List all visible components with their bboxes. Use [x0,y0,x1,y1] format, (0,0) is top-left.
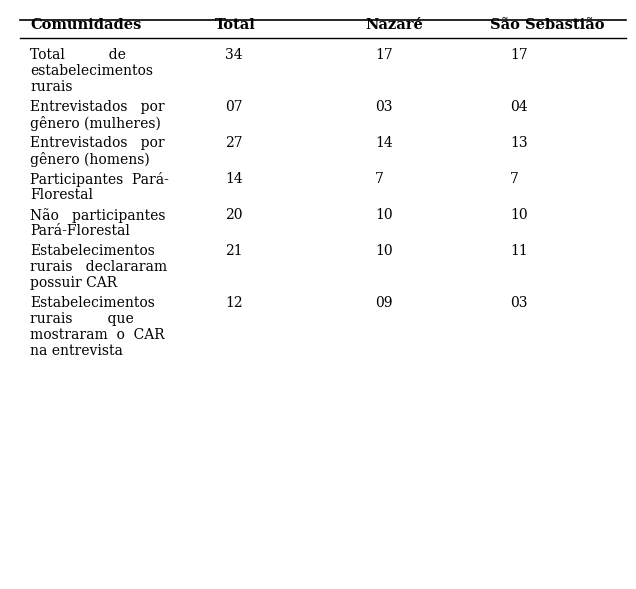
Text: São Sebastião: São Sebastião [490,18,604,32]
Text: mostraram  o  CAR: mostraram o CAR [30,328,165,342]
Text: estabelecimentos: estabelecimentos [30,64,153,78]
Text: Total          de: Total de [30,48,126,62]
Text: Nazaré: Nazaré [365,18,423,32]
Text: rurais        que: rurais que [30,312,134,326]
Text: 13: 13 [510,136,528,150]
Text: Entrevistados   por: Entrevistados por [30,100,165,114]
Text: 21: 21 [225,244,242,258]
Text: Não   participantes: Não participantes [30,208,165,223]
Text: 14: 14 [375,136,393,150]
Text: Participantes  Pará-: Participantes Pará- [30,172,169,187]
Text: 10: 10 [375,208,392,222]
Text: 14: 14 [225,172,243,186]
Text: Comunidades: Comunidades [30,18,141,32]
Text: possuir CAR: possuir CAR [30,276,117,290]
Text: Pará-Florestal: Pará-Florestal [30,224,130,238]
Text: Estabelecimentos: Estabelecimentos [30,244,155,258]
Text: 10: 10 [375,244,392,258]
Text: na entrevista: na entrevista [30,344,123,358]
Text: 17: 17 [375,48,393,62]
Text: gênero (homens): gênero (homens) [30,152,149,167]
Text: rurais   declararam: rurais declararam [30,260,167,274]
Text: 20: 20 [225,208,242,222]
Text: 09: 09 [375,296,392,310]
Text: Total: Total [215,18,256,32]
Text: gênero (mulheres): gênero (mulheres) [30,116,161,131]
Text: 17: 17 [510,48,528,62]
Text: 03: 03 [375,100,392,114]
Text: 7: 7 [510,172,519,186]
Text: 07: 07 [225,100,242,114]
Text: 03: 03 [510,296,527,310]
Text: Entrevistados   por: Entrevistados por [30,136,165,150]
Text: 11: 11 [510,244,528,258]
Text: 34: 34 [225,48,242,62]
Text: rurais: rurais [30,80,73,94]
Text: 27: 27 [225,136,242,150]
Text: 10: 10 [510,208,528,222]
Text: 7: 7 [375,172,384,186]
Text: Estabelecimentos: Estabelecimentos [30,296,155,310]
Text: Florestal: Florestal [30,188,93,202]
Text: 12: 12 [225,296,242,310]
Text: 04: 04 [510,100,528,114]
